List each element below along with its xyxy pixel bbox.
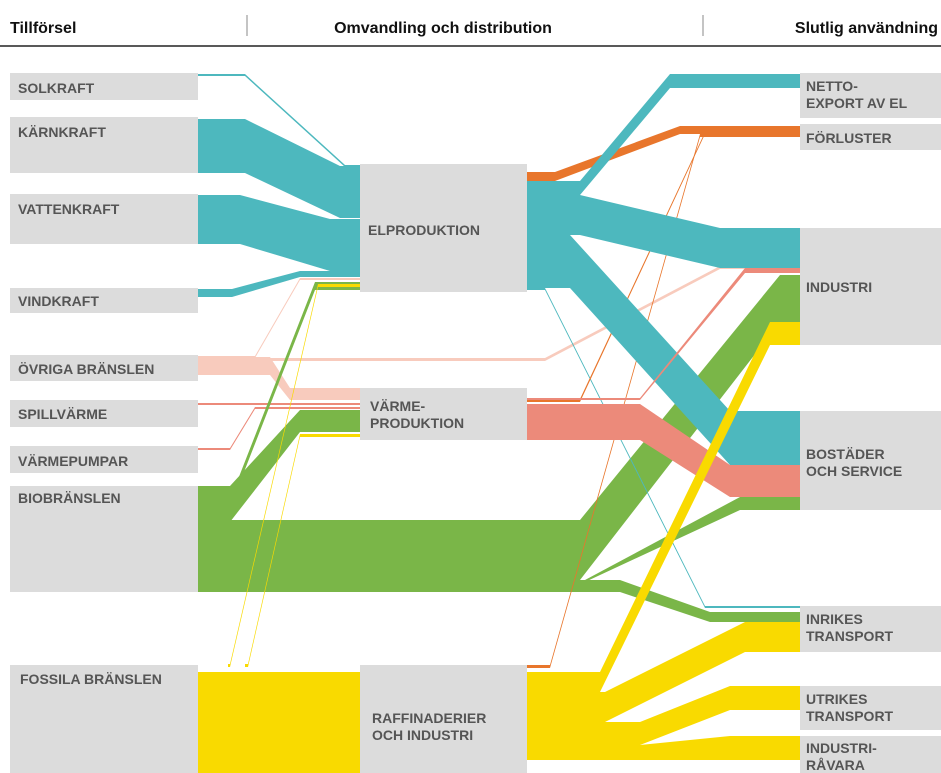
flow [198,410,360,522]
flow [198,74,360,167]
node-label: INRIKES TRANSPORT [806,611,894,644]
node-label-line: FOSSILA BRÄNSLEN [20,671,162,687]
flow [527,622,800,722]
node-label-line: ELPRODUKTION [368,222,480,238]
node-box [800,73,941,118]
flow [198,275,800,580]
node-box [360,388,527,440]
flow [198,497,800,582]
node-box [360,665,527,773]
node-label-line: OCH INDUSTRI [372,727,473,743]
node-label-line: VÄRMEPUMPAR [18,453,128,469]
node-label-line: SPILLVÄRME [18,406,107,422]
header-use: Slutlig användning [795,20,938,37]
flow [527,126,800,181]
node-label: NETTO-EXPORT AV EL [806,78,908,111]
node-box [10,117,198,173]
flow [198,195,360,271]
flow [527,74,800,195]
header-conversion: Omvandling och distribution [334,20,552,37]
node-box [800,686,941,730]
node-box [800,736,941,773]
node-box [10,486,198,592]
flow [527,195,800,268]
node-label: BOSTÄDER OCH SERVICE [806,446,902,479]
node-label-line: BIOBRÄNSLEN [18,490,121,506]
node-label: VINDKRAFT [18,293,99,309]
flow [527,736,800,760]
node-label-line: TRANSPORT [806,628,894,644]
node-label-line: ÖVRIGA BRÄNSLEN [18,361,154,377]
node-box [10,446,198,473]
flow [198,672,360,773]
header-supply: Tillförsel [10,20,76,37]
node-label-line: TRANSPORT [806,708,894,724]
node-label-line: KÄRNKRAFT [18,124,106,140]
node-box [800,228,941,345]
node-label-line: VINDKRAFT [18,293,99,309]
node-label-line: INDUSTRI [806,279,872,295]
node-label-line: UTRIKES [806,691,867,707]
node-label-line: BOSTÄDER [806,446,885,462]
node-label: INDUSTRI [806,279,872,295]
node-label-line: FÖRLUSTER [806,130,892,146]
node-label: SPILLVÄRME [18,406,107,422]
node-label: SOLKRAFT [18,80,95,96]
node-box [10,400,198,427]
flow [527,322,800,692]
flow [230,282,360,495]
flows [198,74,800,773]
node-label-line: PRODUKTION [370,415,464,431]
node-label: BIOBRÄNSLEN [18,490,121,506]
node-label: ELPRODUKTION [368,222,480,238]
node-label: ÖVRIGA BRÄNSLEN [18,361,154,377]
flow [527,235,800,465]
node-box [10,194,198,244]
node-label: VÄRME-PRODUKTION [370,398,464,431]
node-box [10,355,198,381]
node-label: FOSSILA BRÄNSLEN [20,671,162,687]
node-label: FÖRLUSTER [806,130,892,146]
flow [198,580,800,622]
node-box [800,411,941,510]
node-label-line: VÄRME- [370,398,426,414]
node-box [360,164,527,292]
node-box [10,73,198,100]
node-box [10,288,198,313]
node-label: KÄRNKRAFT [18,124,106,140]
nodes: SOLKRAFT KÄRNKRAFT VATTENKRAFT VINDKRAFT ÖVR… [10,73,941,773]
node-label-line: VATTENKRAFT [18,201,120,217]
node-label-line: INDUSTRI- [806,740,877,756]
node-label-line: EXPORT AV EL [806,95,908,111]
node-box [800,606,941,652]
node-label-line: NETTO- [806,78,858,94]
flow [527,404,800,497]
node-box [800,124,941,150]
flow [198,403,360,405]
node-label-line: OCH SERVICE [806,463,902,479]
node-label: RAFFINADERIER OCH INDUSTRI [372,710,486,743]
node-label: VATTENKRAFT [18,201,120,217]
node-label-line: RAFFINADERIER [372,710,486,726]
node-label-line: INRIKES [806,611,863,627]
node-label: UTRIKES TRANSPORT [806,691,894,724]
flow [527,686,800,745]
flow [198,119,360,218]
node-label-line: RÅVARA [806,757,865,773]
flow [198,271,360,297]
node-label: VÄRMEPUMPAR [18,453,128,469]
node-label: INDUSTRI-RÅVARA [806,740,877,773]
node-label-line: SOLKRAFT [18,80,95,96]
node-box [10,665,198,773]
